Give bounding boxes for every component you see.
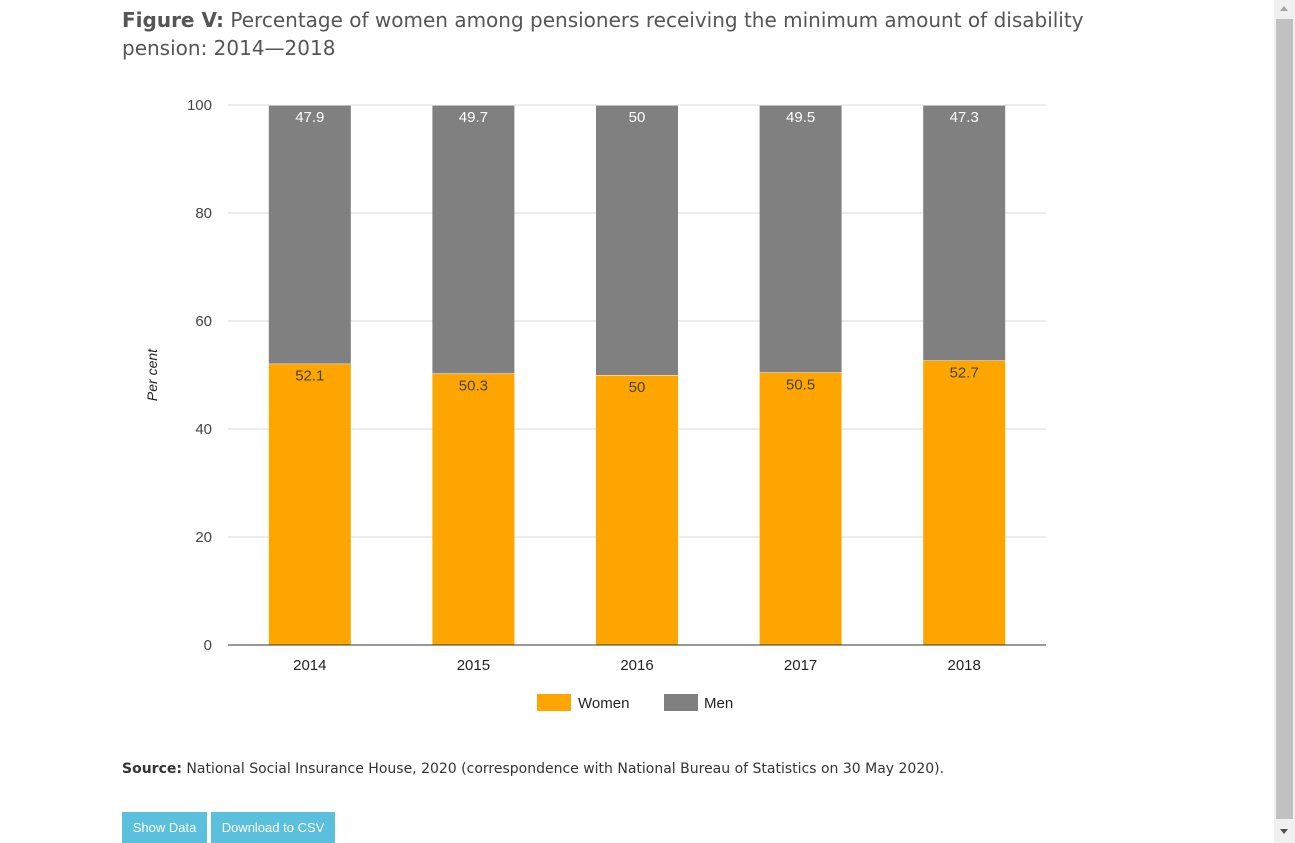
x-tick-label-2017: 2017 [784,657,817,674]
legend-swatch-women [537,694,571,711]
bar-men-2014 [268,105,351,364]
legend-swatch-men [664,694,698,711]
y-tick-label-60: 60 [195,313,212,330]
bar-women-2017 [759,372,842,645]
x-tick-label-2015: 2015 [457,657,490,674]
data-label-women-2017: 50.5 [786,376,815,393]
stacked-bar-chart: 0 20 40 60 80 100 Per cent 52.1 47.9 2014 50.3 49.7… [144,97,1046,712]
scroll-up-arrow-icon[interactable] [1280,6,1288,11]
data-label-women-2018: 52.7 [950,364,979,381]
figure-title: Figure V: Percentage of women among pens… [122,6,1122,62]
data-label-men-2017: 49.5 [786,109,815,126]
x-tick-label-2016: 2016 [620,657,653,674]
data-label-women-2015: 50.3 [459,377,488,394]
bar-men-2018 [923,105,1006,361]
bar-women-2018 [923,360,1006,645]
x-tick-label-2018: 2018 [948,657,981,674]
scroll-down-arrow-icon[interactable] [1280,829,1288,834]
bar-men-2016 [596,105,678,375]
bar-women-2015 [432,373,515,645]
bar-women-2016 [596,375,678,645]
figure-title-text: Percentage of women among pensioners rec… [122,8,1084,60]
y-tick-label-80: 80 [195,205,212,222]
y-tick-label-40: 40 [195,421,212,438]
y-tick-label-20: 20 [195,529,212,546]
y-tick-label-100: 100 [187,97,212,114]
figure-label: Figure V: [122,8,225,32]
y-axis-label: Per cent [144,348,160,401]
source-note: Source: National Social Insurance House,… [122,761,944,777]
legend-label-women: Women [578,695,629,712]
x-tick-label-2014: 2014 [293,657,326,674]
data-label-women-2014: 52.1 [295,368,324,385]
data-label-men-2018: 47.3 [950,109,979,126]
vertical-scrollbar[interactable] [1274,0,1295,843]
data-label-men-2014: 47.9 [295,109,324,126]
source-label: Source: [122,761,182,777]
data-label-men-2016: 50 [629,109,646,126]
data-label-women-2016: 50 [629,379,646,396]
bar-men-2015 [432,105,515,374]
scroll-thumb[interactable] [1276,19,1293,819]
bar-men-2017 [759,105,842,373]
data-label-men-2015: 49.7 [459,109,488,126]
source-text: National Social Insurance House, 2020 (c… [186,761,945,777]
y-tick-label-0: 0 [204,637,212,654]
download-csv-button[interactable]: Download to CSV [211,812,335,843]
bar-women-2014 [268,363,351,645]
legend-label-men: Men [704,695,733,712]
show-data-button[interactable]: Show Data [122,812,207,843]
